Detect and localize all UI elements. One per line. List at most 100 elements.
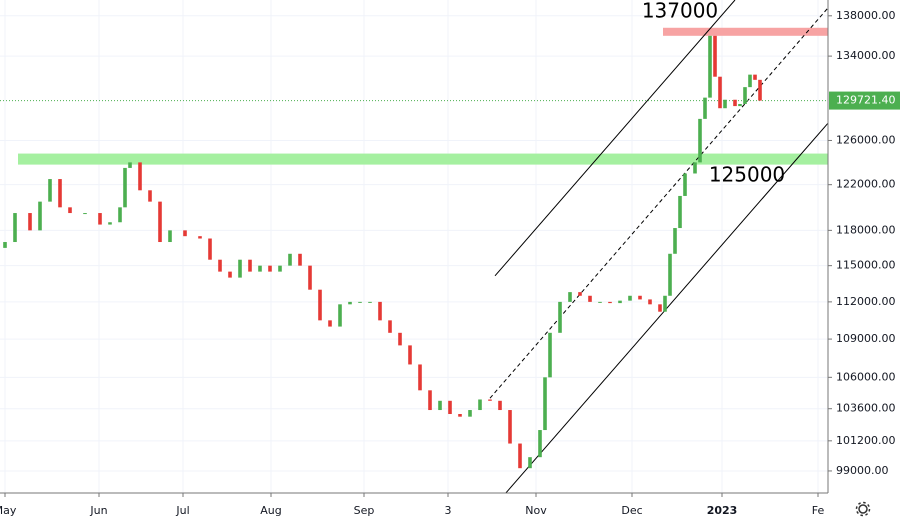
- candle-body: [308, 265, 312, 290]
- candle-body: [703, 97, 707, 119]
- candle-body: [543, 377, 547, 431]
- candle-body: [198, 236, 202, 239]
- candle-body: [668, 253, 672, 296]
- candle-body: [448, 400, 452, 415]
- x-tick-label: 2023: [707, 504, 738, 517]
- plot-area: [0, 0, 828, 493]
- y-tick-label: 99000.00: [836, 464, 889, 477]
- candle-body: [693, 162, 697, 174]
- candle-body: [733, 99, 737, 107]
- candle-body: [258, 265, 262, 272]
- trend-line: [494, 0, 736, 277]
- candle-body: [123, 167, 127, 208]
- candle-body: [698, 118, 702, 163]
- candle-body: [368, 301, 372, 303]
- candle-body: [548, 332, 552, 378]
- candle-body: [128, 162, 132, 168]
- candle-body: [268, 265, 272, 272]
- candle-body: [328, 320, 332, 327]
- candle-body: [468, 410, 472, 417]
- candle-body: [723, 99, 727, 109]
- candle-body: [588, 295, 592, 302]
- candle-body: [208, 238, 212, 260]
- candle-body: [318, 289, 322, 321]
- y-tick-label: 134000.00: [836, 49, 896, 62]
- x-tick-label: May: [0, 504, 17, 517]
- candle-body: [683, 173, 687, 196]
- candle-body: [753, 74, 757, 80]
- candle-body: [488, 399, 492, 401]
- candle-body: [398, 332, 402, 346]
- x-tick-label: Aug: [260, 504, 281, 517]
- candle-body: [138, 162, 142, 191]
- y-tick-label: 126000.00: [836, 133, 896, 146]
- y-tick-label: 109000.00: [836, 332, 896, 345]
- candle-body: [663, 295, 667, 312]
- x-tick-label: Nov: [525, 504, 547, 517]
- y-tick-label: 138000.00: [836, 9, 896, 22]
- candle-body: [718, 76, 722, 109]
- annotation: 137000: [642, 0, 718, 23]
- candle-body: [38, 201, 42, 231]
- x-tick-label: Jun: [89, 504, 107, 517]
- candle-body: [148, 190, 152, 202]
- candle-body: [418, 364, 422, 391]
- candle-body: [48, 179, 52, 202]
- candle-body: [338, 304, 342, 327]
- candle-body: [608, 301, 612, 304]
- y-tick-label: 118000.00: [836, 223, 896, 236]
- candle-body: [83, 213, 87, 215]
- candle-body: [28, 213, 32, 231]
- candle-body: [673, 228, 677, 254]
- candle-body: [58, 179, 62, 208]
- candle-body: [598, 301, 602, 303]
- candle-body: [508, 410, 512, 444]
- candle-body: [358, 301, 362, 303]
- candle-body: [538, 430, 542, 458]
- candle-body: [618, 300, 622, 304]
- candle-body: [658, 304, 662, 312]
- candle-body: [218, 259, 222, 272]
- candle-body: [568, 292, 572, 302]
- candle-body: [428, 390, 432, 411]
- candle-body: [438, 400, 442, 411]
- candle-body: [118, 207, 122, 223]
- x-tick-label: Jul: [175, 504, 189, 517]
- candle-body: [13, 213, 17, 243]
- y-tick-label: 101200.00: [836, 434, 896, 447]
- last-price-box: [829, 91, 900, 110]
- candle-body: [528, 457, 532, 469]
- candle-body: [278, 265, 282, 272]
- candle-body: [228, 271, 232, 278]
- candle-body: [408, 345, 412, 365]
- zone: [18, 153, 828, 165]
- y-tick-label: 115000.00: [836, 259, 896, 272]
- candle-body: [458, 414, 462, 417]
- zone: [663, 27, 828, 36]
- trend-line: [489, 7, 828, 399]
- candle-body: [378, 301, 382, 321]
- x-tick-label: 3: [445, 504, 452, 517]
- candle-body: [758, 79, 762, 101]
- x-tick-label: Fe: [812, 504, 825, 517]
- last-price-label: 129721.40: [836, 94, 896, 107]
- y-tick-label: 122000.00: [836, 178, 896, 191]
- candle-body: [713, 35, 717, 77]
- candle-body: [68, 207, 72, 214]
- candle-body: [108, 222, 112, 225]
- candle-body: [348, 301, 352, 305]
- annotation: 125000: [709, 163, 785, 187]
- candle-body: [578, 292, 582, 296]
- candle-body: [738, 103, 742, 107]
- settings-icon[interactable]: [855, 501, 871, 517]
- candle-body: [628, 295, 632, 301]
- y-tick-label: 103600.00: [836, 402, 896, 415]
- candle-body: [478, 399, 482, 411]
- candle-body: [708, 35, 712, 98]
- y-tick-label: 112000.00: [836, 295, 896, 308]
- candle-body: [743, 87, 747, 104]
- candle-body: [388, 320, 392, 333]
- candle-body: [288, 253, 292, 266]
